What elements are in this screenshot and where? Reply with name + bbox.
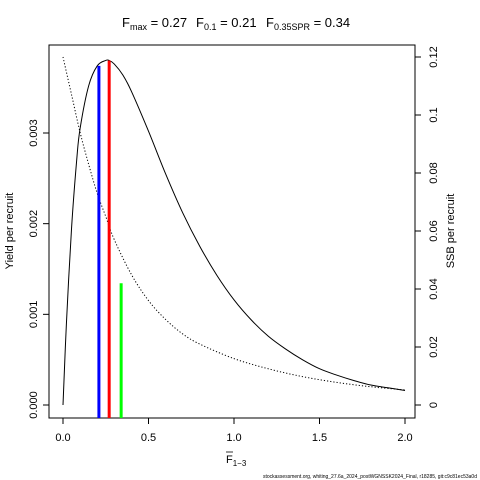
y-left-tick-label-2: 0.002 xyxy=(28,210,40,238)
f01-val: = 0.21 xyxy=(216,15,256,30)
x-title-sub: 1−3 xyxy=(233,459,247,468)
y-axis-left: 0.000 0.001 0.002 0.003 xyxy=(28,119,50,419)
x-tick-label-3: 1.5 xyxy=(312,432,327,444)
x-title-base: F xyxy=(226,454,233,466)
y-right-tick-label-3: 0.06 xyxy=(428,220,440,241)
yield-per-recruit-line xyxy=(62,59,406,406)
x-tick-label-4: 2.0 xyxy=(397,432,412,444)
x-title: F1−3 xyxy=(226,454,247,468)
y-left-tick-label-0: 0.000 xyxy=(28,391,40,419)
fmax-val: = 0.27 xyxy=(147,15,187,30)
series-group xyxy=(62,56,406,406)
fspr-val: = 0.34 xyxy=(310,15,350,30)
fspr-base: F xyxy=(266,15,274,30)
y-left-tick-label-3: 0.003 xyxy=(28,119,40,147)
y-right-tick-label-4: 0.08 xyxy=(428,162,440,183)
y-right-title: SSB per recruit xyxy=(445,194,457,269)
svg-text:F0.35SPR = 0.34: F0.35SPR = 0.34 xyxy=(266,15,350,32)
y-left-tick-label-1: 0.001 xyxy=(28,301,40,329)
y-axis-right: 0 0.02 0.04 0.06 0.08 0.1 0.12 xyxy=(414,46,440,408)
x-tick-label-1: 0.5 xyxy=(141,432,156,444)
fspr-sub: 0.35SPR xyxy=(274,22,311,32)
y-left-title: Yield per recruit xyxy=(4,193,16,270)
fmax-sub: max xyxy=(130,22,148,32)
plot-frame xyxy=(48,44,416,419)
y-right-tick-label-0: 0 xyxy=(428,402,440,408)
fmax-base: F xyxy=(122,15,130,30)
x-tick-label-0: 0.0 xyxy=(55,432,70,444)
f01-base: F xyxy=(196,15,204,30)
footer-text: stockassessment.org, whiting_27.6a_2024_… xyxy=(263,474,477,480)
svg-text:Fmax = 0.27: Fmax = 0.27 xyxy=(122,15,187,32)
y-right-tick-label-2: 0.04 xyxy=(428,278,440,299)
x-axis: 0.0 0.5 1.0 1.5 2.0 xyxy=(55,417,413,444)
y-right-tick-label-5: 0.1 xyxy=(428,107,440,122)
chart-title: Fmax = 0.27 F0.1 = 0.21 F0.35SPR = 0.34 xyxy=(122,15,350,32)
y-right-tick-label-6: 0.12 xyxy=(428,46,440,67)
y-right-tick-label-1: 0.02 xyxy=(428,336,440,357)
f01-sub: 0.1 xyxy=(204,22,217,32)
ssb-per-recruit-line xyxy=(62,56,406,391)
reference-lines xyxy=(97,60,123,418)
svg-text:F0.1 = 0.21: F0.1 = 0.21 xyxy=(196,15,257,32)
x-tick-label-2: 1.0 xyxy=(226,432,241,444)
